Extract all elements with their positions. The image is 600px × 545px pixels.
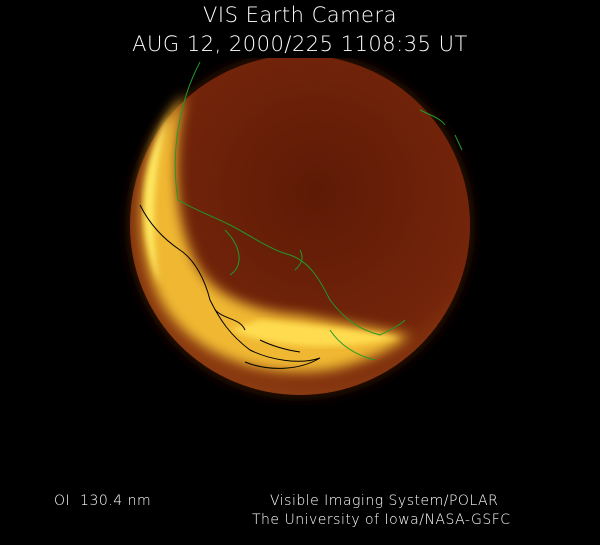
aurora-crescent	[140, 95, 410, 373]
image-datetime: AUG 12, 2000/225 1108:35 UT	[132, 32, 468, 56]
filter-wavelength: OI 130.4 nm	[54, 493, 152, 509]
image-title: VIS Earth Camera	[203, 3, 397, 27]
aurora-core	[143, 115, 170, 285]
coastlines	[139, 61, 463, 369]
aurora-south	[230, 320, 400, 347]
institution-credit: The University of Iowa/NASA-GSFC	[252, 512, 511, 528]
instrument-credit: Visible Imaging System/POLAR	[270, 493, 499, 509]
